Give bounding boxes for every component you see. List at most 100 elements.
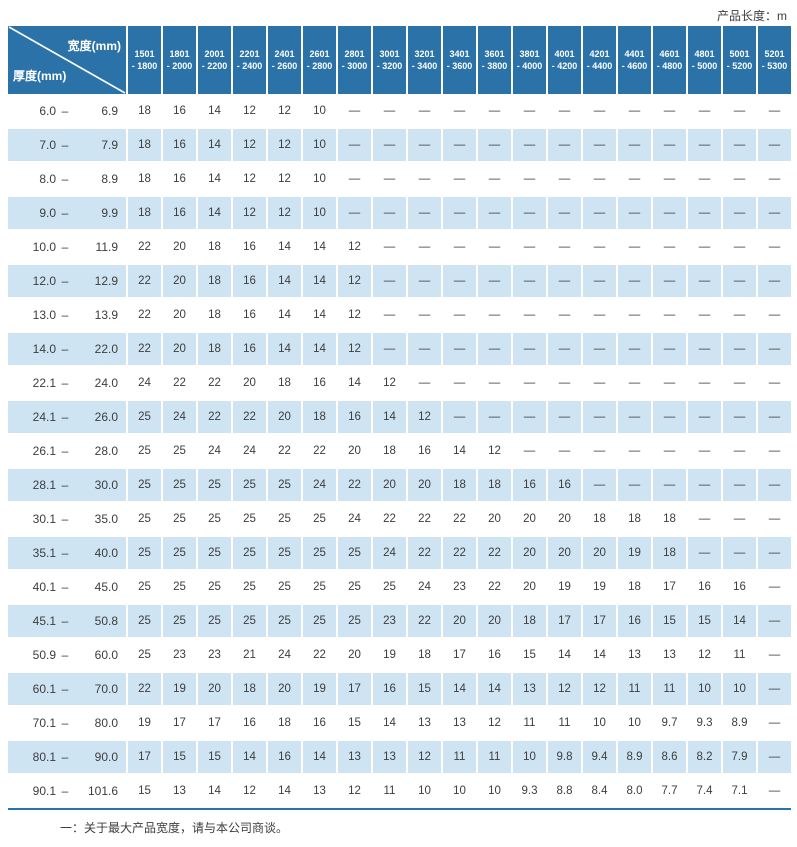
table-cell: 16 [338,401,371,433]
table-cell: 12 [268,197,301,229]
table-cell: 19 [383,649,396,661]
table-cell: 17 [548,605,581,637]
table-cell: — [698,105,711,117]
table-cell: — [768,309,781,321]
table-cell: 12 [243,785,256,797]
table-cell: — [548,197,581,229]
column-header: 4401- 4600 [618,26,651,94]
table-row: 13.0–13.9 22 20 18 16 14 14 12 — — — — — — — — — — — — [8,298,791,332]
table-cell: 14 [303,265,336,297]
table-cell: — [583,469,616,501]
table-cell: — [733,173,746,185]
thickness-range-label: 90.1–101.6 [32,784,118,798]
table-cell: 22 [173,377,186,389]
table-cell: 11 [618,673,651,705]
table-cell: — [478,129,511,161]
table-cell: 13 [418,717,431,729]
table-cell: 12 [268,129,301,161]
table-cell: 12 [548,673,581,705]
table-cell: 16 [618,605,651,637]
table-cell: 16 [163,129,196,161]
table-cell: 11 [733,649,746,661]
table-cell: 18 [628,581,641,593]
column-header: 3201- 3400 [408,26,441,94]
thickness-range-label: 7.0–7.9 [8,129,126,161]
table-cell: 22 [418,513,431,525]
thickness-range-label: 9.0–9.9 [8,197,126,229]
table-cell: 7.9 [723,741,756,773]
table-cell: 19 [303,673,336,705]
table-cell: — [348,173,361,185]
table-cell: — [688,129,721,161]
table-cell: 24 [278,649,291,661]
table-cell: 9.3 [696,717,713,729]
table-cell: — [723,333,756,365]
table-cell: 16 [173,105,186,117]
table-cell: — [523,377,536,389]
table-cell: 10 [313,173,326,185]
table-cell: — [548,265,581,297]
table-cell: 18 [418,649,431,661]
table-cell: 19 [593,581,606,593]
table-cell: 16 [418,445,431,457]
table-row: 40.1–45.0 25 25 25 25 25 25 25 25 24 23 22 20 19 19 18 1… [8,570,791,604]
table-cell: — [768,513,781,525]
table-cell: 20 [513,537,546,569]
table-cell: 24 [163,401,196,433]
table-cell: 25 [128,469,161,501]
table-cell: — [758,129,791,161]
table-cell: — [558,105,571,117]
table-cell: — [488,377,501,389]
table-cell: 14 [268,265,301,297]
table-cell: — [653,197,686,229]
table-cell: 16 [373,673,406,705]
table-cell: 12 [408,401,441,433]
table-cell: 22 [313,445,326,457]
table-row: 70.1–80.0 19 17 17 16 18 16 15 14 13 13 12 11 11 10 10 9… [8,706,791,740]
thickness-range-label: 70.1–80.0 [32,716,118,730]
table-cell: — [373,333,406,365]
table-row: 22.1–24.0 24 22 22 20 18 16 14 12 — — — — — — — — — — — [8,366,791,400]
table-cell: 25 [208,581,221,593]
table-cell: 12 [408,741,441,773]
table-cell: — [653,129,686,161]
table-cell: — [618,197,651,229]
table-cell: 22 [278,445,291,457]
table-cell: 12 [348,785,361,797]
table-cell: 25 [233,469,266,501]
table-cell: — [618,265,651,297]
table-cell: — [373,129,406,161]
table-cell: 25 [348,581,361,593]
table-cell: 25 [128,537,161,569]
table-cell: — [478,333,511,365]
table-cell: 14 [558,649,571,661]
table-cell: 24 [138,377,151,389]
table-cell: 18 [478,469,511,501]
table-cell: — [663,241,676,253]
table-cell: 12 [488,445,501,457]
table-cell: 25 [233,537,266,569]
table-cell: — [653,401,686,433]
table-cell: 22 [338,469,371,501]
table-cell: — [373,197,406,229]
table-cell: 22 [453,513,466,525]
table-cell: 22 [138,241,151,253]
table-cell: 11 [558,717,571,729]
table-cell: 20 [548,537,581,569]
table-cell: 23 [453,581,466,593]
width-axis-label: 宽度(mm) [67,39,121,53]
table-row: 24.1–26.0 25 24 22 22 20 18 16 14 12— — — — — — — — — — [8,400,791,434]
table-cell: — [453,377,466,389]
table-cell: — [688,333,721,365]
column-header: 3601- 3800 [478,26,511,94]
table-cell: 8.2 [688,741,721,773]
table-cell: — [688,197,721,229]
table-cell: 25 [268,537,301,569]
table-cell: 19 [163,673,196,705]
table-cell: 19 [138,717,151,729]
table-cell: — [733,513,746,525]
table-cell: — [523,173,536,185]
table-cell: 8.9 [618,741,651,773]
table-cell: 12 [338,265,371,297]
column-header: 4601- 4800 [653,26,686,94]
